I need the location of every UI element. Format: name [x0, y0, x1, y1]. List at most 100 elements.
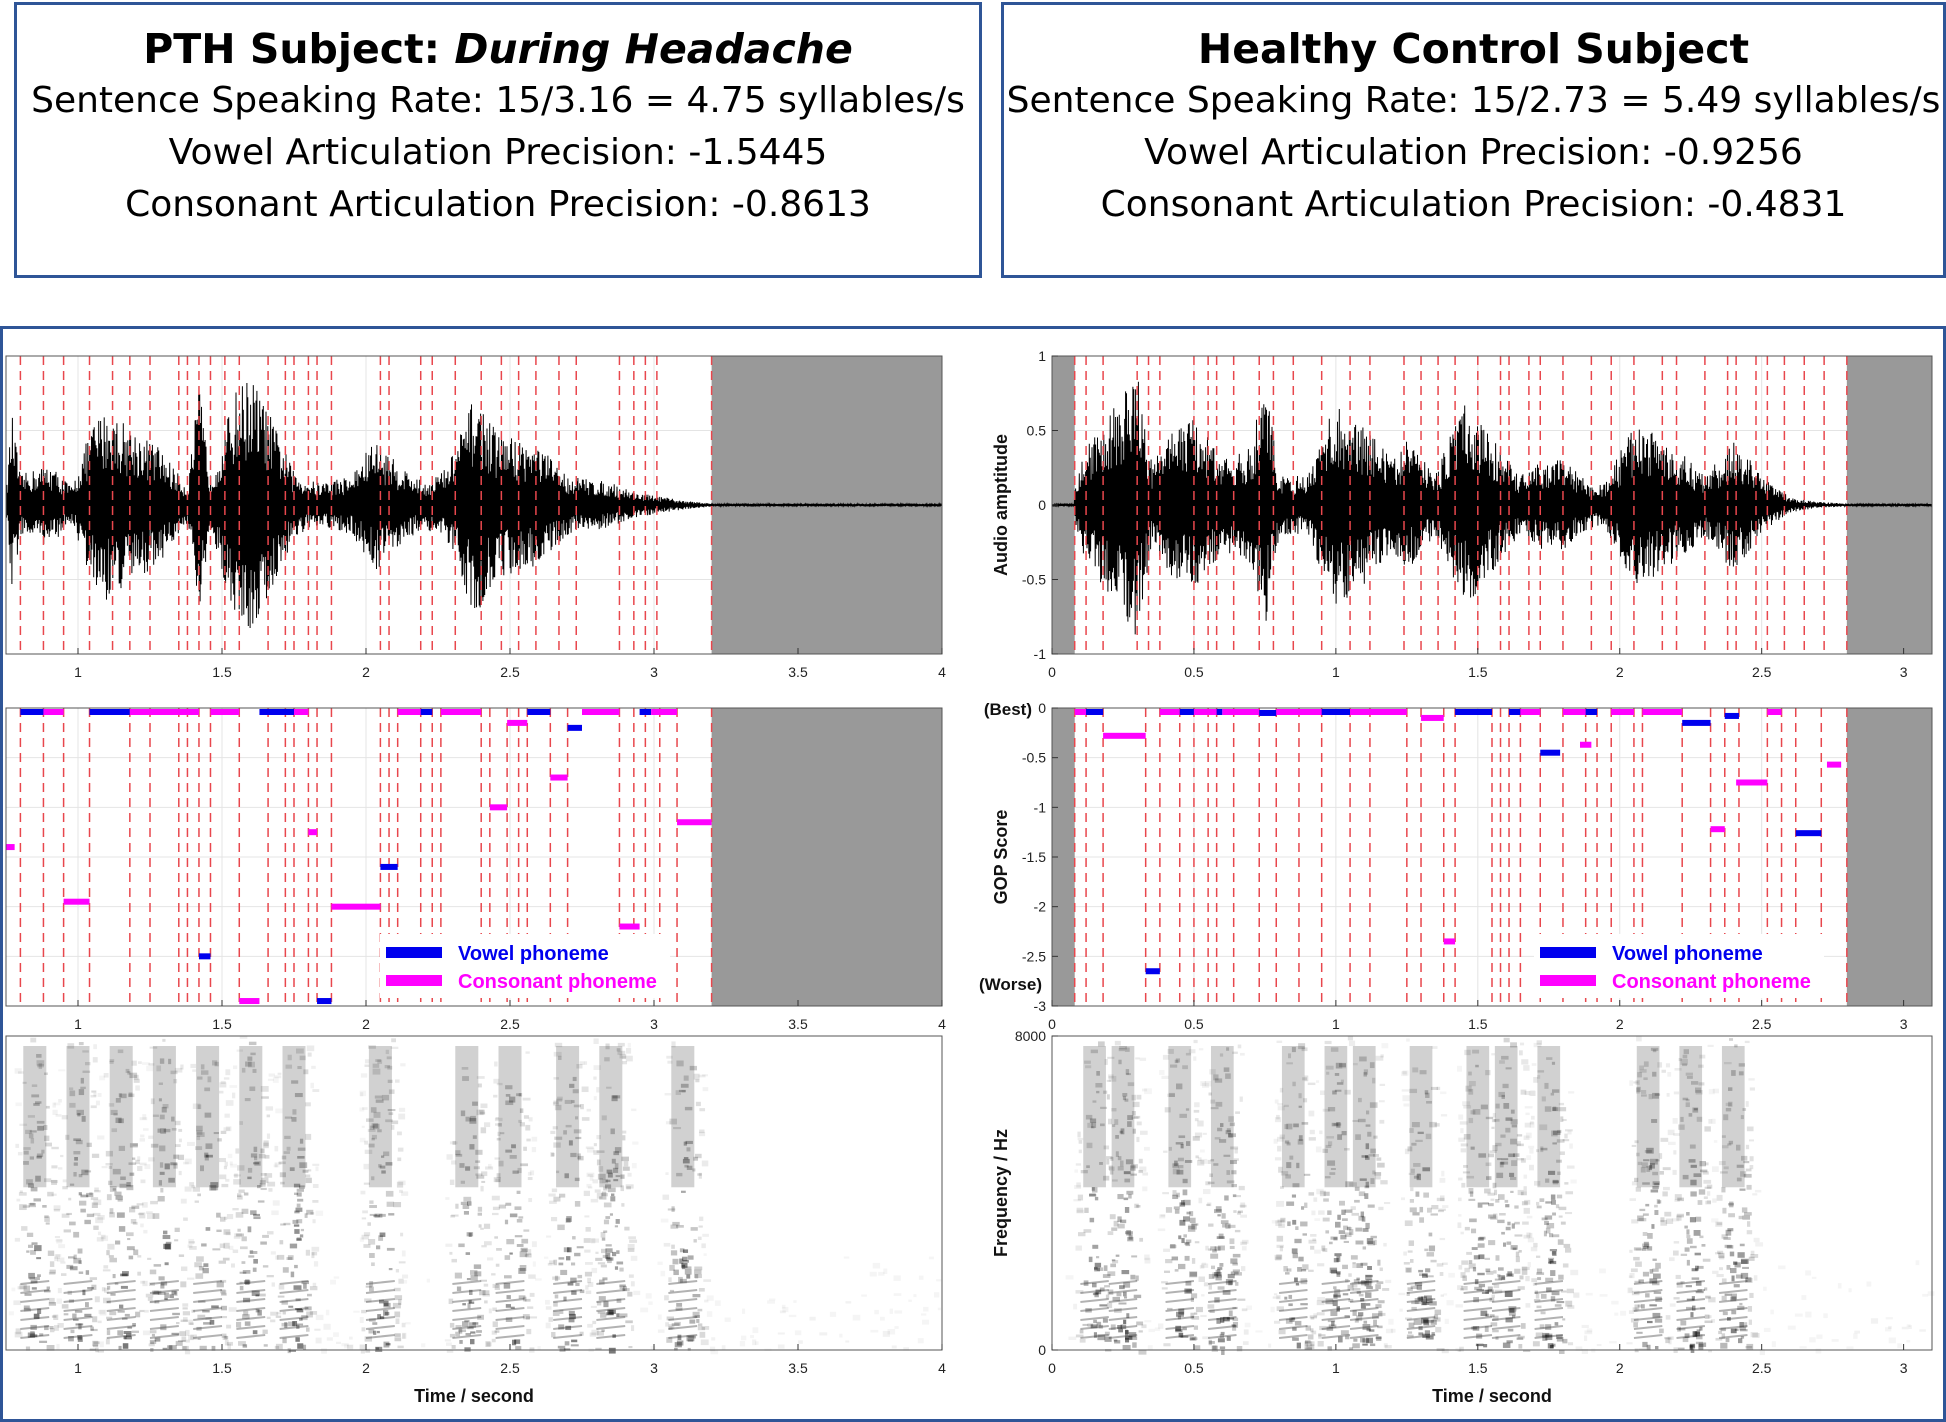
hc-spectrogram-energy-speck: [1368, 1154, 1375, 1157]
pth-spectrogram-energy-speck: [237, 1195, 243, 1200]
pth-spectrogram-energy-speck: [522, 1097, 531, 1101]
hc-spectrogram-energy-speck: [1509, 1172, 1515, 1177]
hc-spectrogram-energy-speck: [1742, 1215, 1751, 1220]
hc-spectrogram-energy-speck: [1665, 1063, 1671, 1068]
hc-spectrogram-energy-speck: [1176, 1192, 1180, 1198]
hc-spectrogram-energy-speck: [1240, 1241, 1248, 1246]
pth-spectrogram-energy-speck: [138, 1061, 142, 1064]
pth-spectrogram-energy-speck: [475, 1173, 483, 1176]
hc-spectrogram-energy-speck: [1176, 1169, 1184, 1175]
hc-spectrogram-harmonic-band: [1349, 1289, 1379, 1294]
pth-spectrogram-energy-speck: [593, 1096, 597, 1101]
hc-spectrogram-energy-speck: [1074, 1169, 1079, 1173]
hc-spectrogram-energy-speck: [1136, 1205, 1141, 1208]
hc-spectrogram-energy-speck: [1128, 1194, 1132, 1199]
hc-spectrogram-energy-speck: [1193, 1056, 1197, 1061]
pth-spectrogram-energy-speck: [241, 1067, 246, 1073]
hc-spectrogram-energy-speck: [1748, 1256, 1755, 1261]
pth-spectrogram-energy-speck: [307, 1052, 312, 1057]
hc-spectrogram-energy-speck: [1474, 1279, 1479, 1285]
hc-spectrogram-energy-speck: [1653, 1273, 1661, 1279]
hc-gop-ytick-label: -2: [1034, 899, 1047, 915]
pth-spectrogram-energy-speck: [809, 1316, 816, 1321]
pth-spectrogram-energy-speck: [128, 1162, 137, 1165]
pth-spectrogram-harmonic-band: [495, 1289, 525, 1294]
pth-spectrogram-energy-speck: [549, 1200, 557, 1204]
pth-spectrogram-energy-speck: [226, 1341, 233, 1346]
pth-spectrogram-energy-speck: [214, 1061, 219, 1067]
pth-spectrogram-energy-speck: [619, 1284, 626, 1288]
hc-spectrogram-energy-speck: [1342, 1293, 1349, 1296]
pth-spectrogram-harmonic-band: [279, 1325, 309, 1330]
pth-spectrogram-energy-speck: [491, 1195, 500, 1201]
hc-spectrogram-energy-speck: [1491, 1294, 1495, 1298]
hc-spectrogram-energy-speck: [1379, 1100, 1385, 1103]
hc-spectrogram-energy-speck: [1527, 1237, 1535, 1243]
pth-spectrogram-energy-speck: [563, 1296, 567, 1301]
hc-spectrogram-energy-speck: [1492, 1145, 1498, 1151]
pth-spectrogram-energy-speck: [465, 1166, 471, 1171]
pth-spectrogram-energy-speck: [221, 1183, 229, 1188]
hc-gop-xtick-label: 1: [1332, 1016, 1340, 1032]
hc-info-box: Healthy Control Subject Sentence Speakin…: [1001, 2, 1946, 278]
pth-spectrogram-energy-speck: [550, 1130, 556, 1135]
hc-spectrogram-energy-speck: [1328, 1324, 1337, 1328]
hc-spectrogram-energy-speck: [1317, 1297, 1326, 1302]
hc-spectrogram-harmonic-band: [1321, 1289, 1351, 1294]
pth-spectrogram-energy-speck: [158, 1098, 162, 1102]
pth-spectrogram-energy-speck: [17, 1151, 23, 1156]
pth-spectrogram-energy-speck: [153, 1292, 160, 1295]
hc-spectrogram-energy-speck: [1729, 1251, 1735, 1257]
hc-spectrogram-energy-speck: [1557, 1129, 1562, 1134]
pth-spectrogram-energy-speck: [187, 1277, 195, 1280]
hc-spectrogram-harmonic-band: [1406, 1280, 1436, 1285]
hc-spectrogram-energy-speck: [1120, 1324, 1127, 1330]
pth-spectrogram-harmonic-band: [596, 1298, 626, 1303]
pth-spectrogram-energy-speck: [288, 1349, 297, 1352]
hc-spectrogram-energy-speck: [1308, 1269, 1314, 1272]
hc-spectrogram-energy-speck: [1174, 1209, 1180, 1214]
pth-spectrogram-energy-speck: [374, 1095, 383, 1099]
pth-spectrogram-energy-speck: [37, 1064, 45, 1068]
legend-vowel-swatch: [386, 947, 442, 958]
hc-spectrogram-energy-speck: [1226, 1170, 1231, 1175]
pth-spectrogram-energy-speck: [205, 1143, 213, 1149]
hc-spectrogram-energy-speck: [1738, 1338, 1743, 1344]
hc-spectrogram-formant-region: [1210, 1046, 1234, 1188]
pth-spectrogram-energy-speck: [360, 1073, 368, 1078]
pth-spectrogram-harmonic-band: [596, 1334, 626, 1339]
hc-spectrogram-energy-speck: [1302, 1077, 1307, 1081]
pth-spectrogram-energy-speck: [368, 1329, 375, 1334]
pth-spectrogram-energy-speck: [108, 1255, 114, 1258]
pth-spectrogram-energy-speck: [110, 1293, 116, 1296]
hc-spectrogram-energy-speck: [1310, 1341, 1315, 1346]
consonant-gop-segment: [210, 709, 240, 715]
hc-spectrogram-energy-speck: [1551, 1199, 1556, 1205]
pth-spectrogram-energy-speck: [272, 1200, 280, 1206]
pth-spectrogram-energy-speck: [455, 1153, 463, 1157]
hc-spectrogram-energy-speck: [1729, 1201, 1734, 1208]
pth-spectrogram-energy-speck: [668, 1277, 672, 1282]
hc-spectrogram-energy-speck: [1731, 1070, 1736, 1076]
pth-spectrogram-energy-speck: [492, 1283, 499, 1289]
hc-spectrogram-harmonic-band: [1108, 1289, 1138, 1294]
hc-spectrogram-energy-speck: [1720, 1327, 1726, 1332]
pth-spectrogram-energy-speck: [160, 1324, 167, 1331]
hc-spectrogram-energy-speck: [1678, 1058, 1682, 1062]
pth-spectrogram-energy-speck: [167, 1345, 173, 1350]
hc-spectrogram-energy-speck: [1596, 1344, 1602, 1347]
pth-spectrogram-energy-speck: [505, 1085, 513, 1090]
pth-spectrogram-harmonic-band: [452, 1325, 482, 1330]
hc-waveform-ytick-label: 1: [1038, 348, 1046, 364]
pth-spectrogram-energy-speck: [605, 1248, 613, 1253]
hc-spectrogram-energy-speck: [1189, 1271, 1198, 1278]
pth-spectrogram-energy-speck: [109, 1186, 117, 1192]
pth-spectrogram-energy-speck: [468, 1299, 472, 1303]
pth-spectrogram-energy-speck: [254, 1161, 261, 1166]
hc-spectrogram-energy-speck: [1741, 1155, 1748, 1161]
hc-gop-silence-start: [1052, 708, 1075, 1006]
pth-spectrogram-energy-speck: [701, 1243, 706, 1249]
hc-spectrogram-energy-speck: [1699, 1235, 1704, 1239]
hc-spectrogram-energy-speck: [1216, 1269, 1220, 1274]
pth-spectrogram-energy-speck: [462, 1204, 470, 1210]
